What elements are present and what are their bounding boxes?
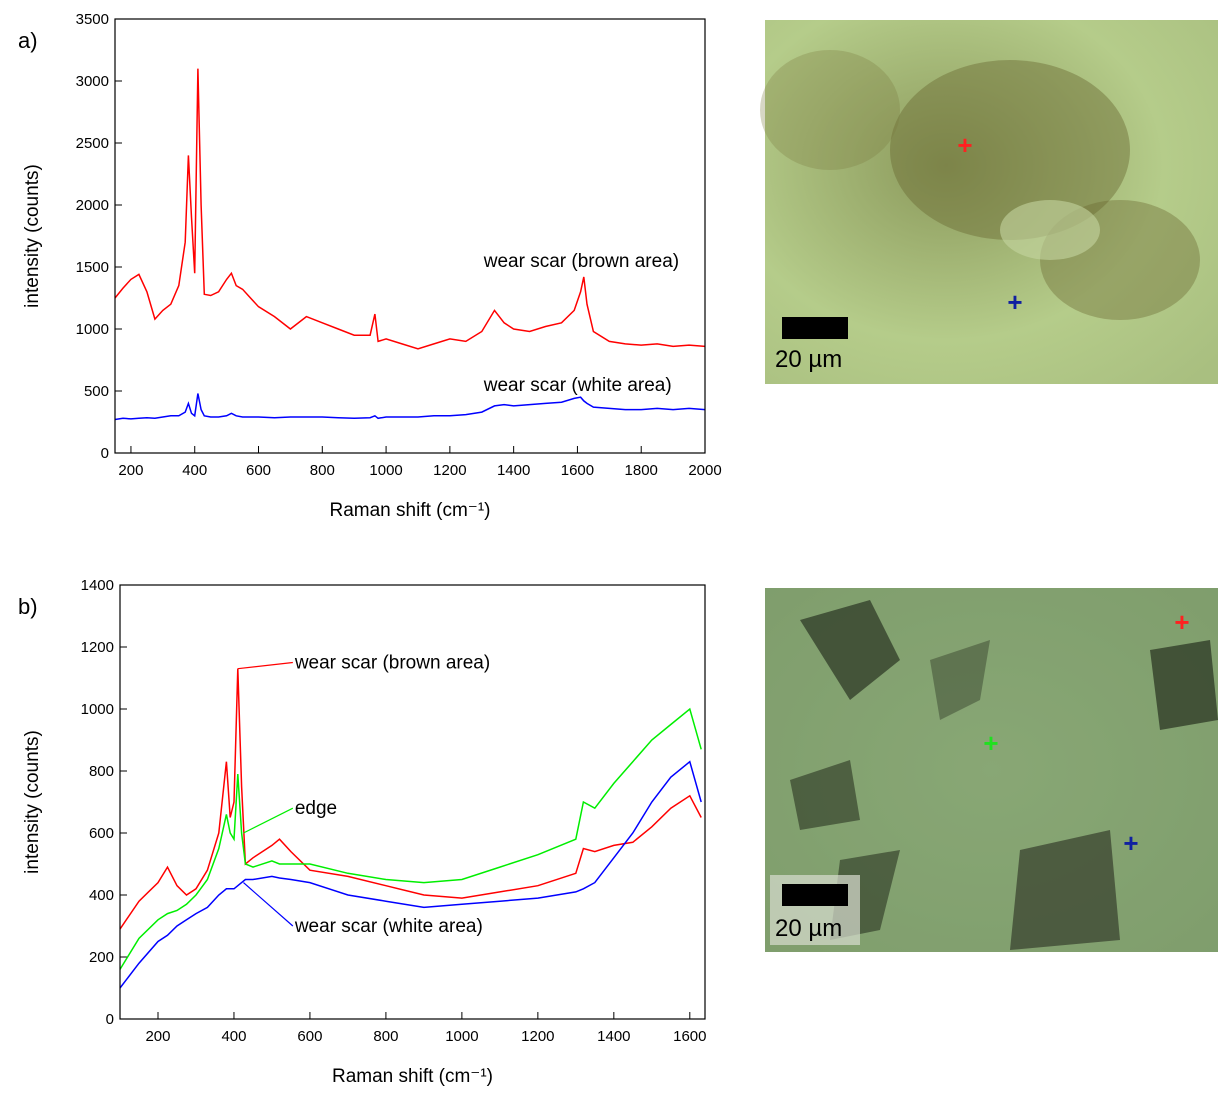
svg-text:+: + (1174, 607, 1189, 637)
x-tick-label: 400 (221, 1028, 246, 1045)
chart: b) 0 200 400 600 800 1000 1200 1400 200 400 600 800 1… (18, 577, 706, 1087)
y-tick-label: 1200 (81, 639, 114, 656)
x-tick-label: 1000 (445, 1028, 478, 1045)
x-tick-label: 600 (246, 462, 271, 479)
y-tick-label: 0 (101, 445, 109, 462)
data-line (115, 69, 705, 349)
x-tick-label: 800 (310, 462, 335, 479)
data-line (115, 394, 705, 420)
x-axis-label: Raman shift (cm⁻¹) (330, 500, 491, 521)
svg-text:+: + (1123, 828, 1138, 858)
x-tick-label: 800 (373, 1028, 398, 1045)
y-tick-label: 3500 (76, 11, 109, 28)
y-tick-label: 600 (89, 825, 114, 842)
x-tick-label: 1800 (625, 462, 658, 479)
plot-frame (120, 585, 705, 1019)
x-tick-label: 1200 (433, 462, 466, 479)
y-tick-label: 200 (89, 949, 114, 966)
y-tick-label: 3000 (76, 73, 109, 90)
y-tick-label: 0 (106, 1011, 114, 1028)
svg-text:+: + (957, 130, 972, 160)
y-tick-label: 1000 (76, 321, 109, 338)
series-label: edge (295, 798, 337, 819)
y-tick-label: 800 (89, 763, 114, 780)
svg-text:+: + (1007, 287, 1022, 317)
leader-line (243, 808, 292, 833)
y-tick-label: 400 (89, 887, 114, 904)
x-tick-label: 1400 (597, 1028, 630, 1045)
svg-text:+: + (983, 728, 998, 758)
figure: + + 20 µm + + + 20 µm a)0500100015002000… (0, 0, 1218, 1094)
scale-bar-label: 20 µm (775, 915, 842, 942)
x-tick-label: 1000 (369, 462, 402, 479)
series-label: wear scar (white area) (483, 375, 672, 396)
y-tick-label: 2000 (76, 197, 109, 214)
y-tick-label: 2500 (76, 135, 109, 152)
series-label: wear scar (brown area) (483, 251, 679, 272)
chart: a) 0 500 1000 1500 2000 2500 3000 3500 200 400 600 8… (18, 11, 722, 521)
micrograph: + + + 20 µm (765, 588, 1218, 952)
x-tick-label: 1600 (673, 1028, 706, 1045)
y-tick-label: 1500 (76, 259, 109, 276)
series-label: wear scar (brown area) (294, 653, 490, 674)
x-tick-label: 200 (118, 462, 143, 479)
x-tick-label: 1400 (497, 462, 530, 479)
x-tick-label: 1200 (521, 1028, 554, 1045)
series-label: wear scar (white area) (294, 916, 483, 937)
scale-bar-label: 20 µm (775, 346, 842, 373)
y-tick-label: 1400 (81, 577, 114, 594)
data-line (120, 762, 701, 988)
panel-label: b) (18, 594, 38, 619)
x-tick-label: 200 (145, 1028, 170, 1045)
leader-line (243, 883, 292, 926)
data-line (120, 669, 701, 929)
panel-label: a) (18, 28, 38, 53)
y-tick-label: 1000 (81, 701, 114, 718)
x-tick-label: 2000 (688, 462, 721, 479)
micrograph: + + 20 µm (760, 20, 1218, 384)
leader-line (238, 663, 293, 669)
plot-area (115, 69, 705, 420)
x-tick-label: 600 (297, 1028, 322, 1045)
plot-area (120, 669, 701, 988)
x-axis-label: Raman shift (cm⁻¹) (332, 1066, 493, 1087)
y-axis-label: intensity (counts) (22, 730, 43, 874)
x-tick-label: 1600 (561, 462, 594, 479)
y-axis-label: intensity (counts) (22, 164, 43, 308)
y-tick-label: 500 (84, 383, 109, 400)
x-tick-label: 400 (182, 462, 207, 479)
